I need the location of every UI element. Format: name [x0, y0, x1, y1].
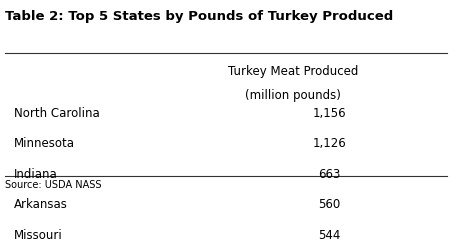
Text: Arkansas: Arkansas	[13, 198, 67, 211]
Text: Minnesota: Minnesota	[13, 137, 75, 150]
Text: Table 2: Top 5 States by Pounds of Turkey Produced: Table 2: Top 5 States by Pounds of Turke…	[4, 10, 393, 23]
Text: (million pounds): (million pounds)	[246, 89, 341, 102]
Text: 1,156: 1,156	[313, 107, 346, 120]
Text: North Carolina: North Carolina	[13, 107, 99, 120]
Text: Turkey Meat Produced: Turkey Meat Produced	[228, 65, 359, 78]
Text: 663: 663	[318, 168, 341, 181]
Text: Missouri: Missouri	[13, 229, 62, 240]
Text: 560: 560	[318, 198, 341, 211]
Text: Indiana: Indiana	[13, 168, 57, 181]
Text: Source: USDA NASS: Source: USDA NASS	[4, 180, 101, 190]
Text: 544: 544	[318, 229, 341, 240]
Text: 1,126: 1,126	[313, 137, 346, 150]
